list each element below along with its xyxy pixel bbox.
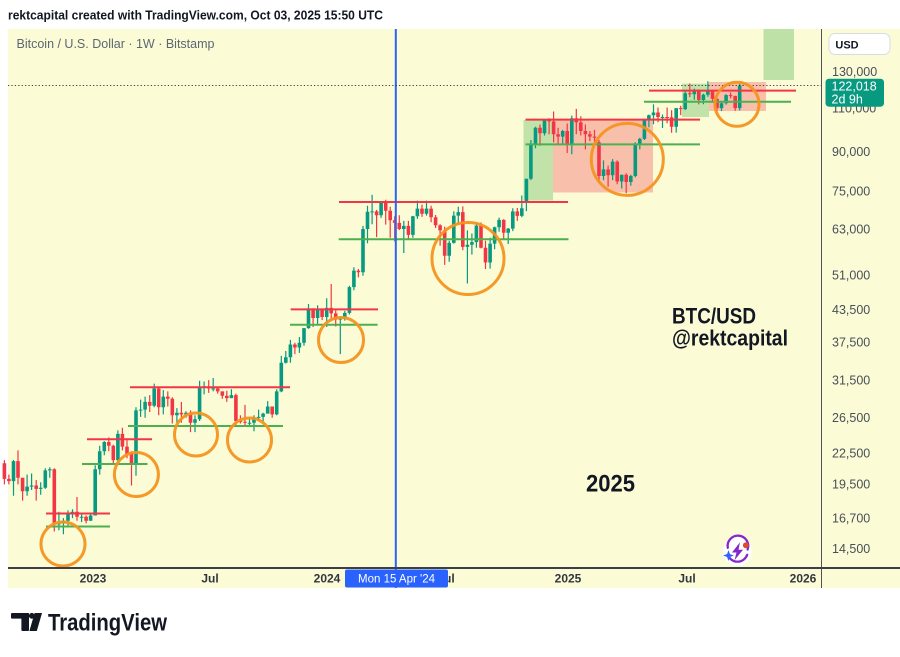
svg-text:2023: 2023 <box>80 572 107 586</box>
svg-text:rektcapital created with Tradi: rektcapital created with TradingView.com… <box>8 8 384 23</box>
svg-text:31,500: 31,500 <box>832 373 870 387</box>
svg-text:2025: 2025 <box>586 471 635 498</box>
svg-text:2026: 2026 <box>790 572 817 586</box>
svg-text:@rektcapital: @rektcapital <box>672 326 788 351</box>
svg-text:37,500: 37,500 <box>832 335 870 349</box>
svg-text:75,000: 75,000 <box>832 185 870 199</box>
svg-text:TradingView: TradingView <box>48 610 168 637</box>
svg-text:26,500: 26,500 <box>832 411 870 425</box>
svg-text:122,018: 122,018 <box>832 80 877 94</box>
svg-text:90,000: 90,000 <box>832 145 870 159</box>
svg-text:Jul: Jul <box>678 572 695 586</box>
svg-text:Jul: Jul <box>201 572 218 586</box>
svg-text:2d 9h: 2d 9h <box>832 93 863 107</box>
svg-text:2025: 2025 <box>555 572 582 586</box>
svg-text:16,700: 16,700 <box>832 511 870 525</box>
svg-text:19,500: 19,500 <box>832 478 870 492</box>
svg-text:USD: USD <box>835 40 858 52</box>
svg-text:BTC/USD: BTC/USD <box>672 303 756 328</box>
svg-text:51,000: 51,000 <box>832 269 870 283</box>
svg-text:63,000: 63,000 <box>832 223 870 237</box>
svg-text:Mon 15 Apr '24: Mon 15 Apr '24 <box>358 574 436 586</box>
svg-text:130,000: 130,000 <box>832 65 877 79</box>
svg-text:Bitcoin / U.S. Dollar · 1W · B: Bitcoin / U.S. Dollar · 1W · Bitstamp <box>17 37 215 51</box>
svg-text:14,500: 14,500 <box>832 542 870 556</box>
svg-text:43,500: 43,500 <box>832 303 870 317</box>
svg-text:22,500: 22,500 <box>832 447 870 461</box>
svg-text:2024: 2024 <box>314 572 341 586</box>
